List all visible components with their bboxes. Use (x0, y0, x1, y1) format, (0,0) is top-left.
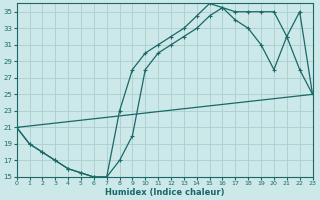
X-axis label: Humidex (Indice chaleur): Humidex (Indice chaleur) (105, 188, 224, 197)
